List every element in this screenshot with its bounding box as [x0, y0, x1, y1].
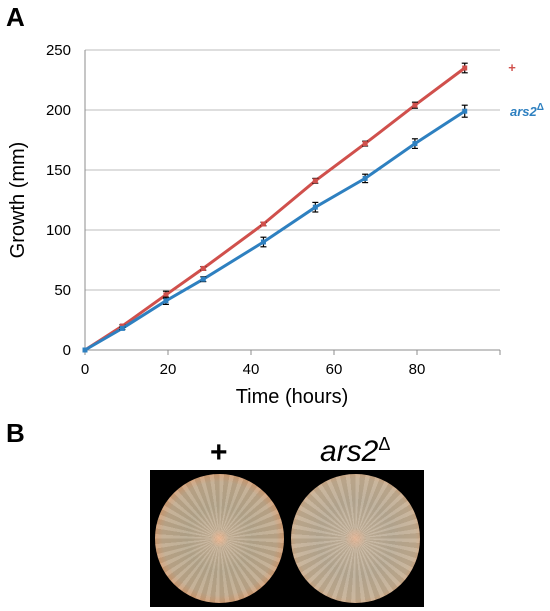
photo-label-ars2-sup: Δ [378, 434, 391, 454]
growth-chart: 0 20 40 60 80 0 50 100 150 200 250 Time (hours) G… [7, 42, 544, 408]
data-point-1-4 [260, 239, 266, 245]
data-point-0-4 [260, 221, 266, 227]
data-point-1-8 [462, 108, 468, 114]
y-tick-label-0: 0 [63, 342, 71, 359]
y-axis-label: Growth (mm) [7, 142, 29, 259]
data-point-1-5 [312, 204, 318, 210]
x-axis-label: Time (hours) [236, 386, 349, 408]
data-point-0-3 [200, 265, 206, 271]
legend-label-ars2: ars2Δ [510, 102, 544, 119]
data-point-1-3 [200, 276, 206, 282]
data-point-0-6 [362, 141, 368, 147]
series-line-1 [84, 109, 466, 352]
y-tick-label-150: 150 [46, 162, 71, 179]
photo-label-wildtype: + [210, 436, 228, 469]
x-tick-label-40: 40 [243, 361, 260, 378]
plate-ars2-texture [291, 474, 420, 603]
x-tick-label-0: 0 [81, 361, 89, 378]
x-tick-label-20: 20 [160, 361, 177, 378]
photo-label-ars2-base: ars2 [320, 435, 379, 468]
data-point-0-7 [412, 102, 418, 108]
series-plus [82, 62, 468, 353]
photo-label-ars2: ars2Δ [320, 434, 390, 469]
data-point-1-2 [163, 298, 169, 304]
legend-label-plus: + [508, 60, 516, 75]
x-tick-label-60: 60 [326, 361, 343, 378]
data-point-1-6 [362, 175, 368, 181]
data-point-0-2 [163, 292, 169, 298]
chart-gridlines [85, 49, 500, 291]
chart-axes [84, 50, 501, 355]
x-tick-label-80: 80 [409, 361, 426, 378]
y-tick-labels: 0 50 100 150 200 250 [46, 42, 71, 359]
data-point-0-8 [462, 65, 468, 71]
panel-b-label: B [6, 418, 25, 448]
legend-label-ars2-sup: Δ [537, 102, 544, 113]
y-tick-label-200: 200 [46, 102, 71, 119]
y-tick-label-250: 250 [46, 42, 71, 59]
y-tick-label-100: 100 [46, 222, 71, 239]
plate-ars2 [291, 474, 420, 603]
x-tick-labels: 0 20 40 60 80 [81, 361, 426, 378]
plate-wildtype [155, 474, 284, 603]
chart-series [82, 62, 468, 353]
data-point-1-1 [119, 325, 125, 331]
data-point-1-7 [412, 141, 418, 147]
data-point-1-0 [82, 347, 88, 353]
legend-label-ars2-base: ars2 [510, 104, 538, 119]
y-tick-label-50: 50 [54, 282, 71, 299]
colony-plates-photo [150, 470, 424, 607]
data-point-0-5 [312, 178, 318, 184]
panel-a-label: A [6, 2, 25, 32]
series-ars2 [82, 104, 468, 353]
plate-wildtype-texture [155, 474, 284, 603]
